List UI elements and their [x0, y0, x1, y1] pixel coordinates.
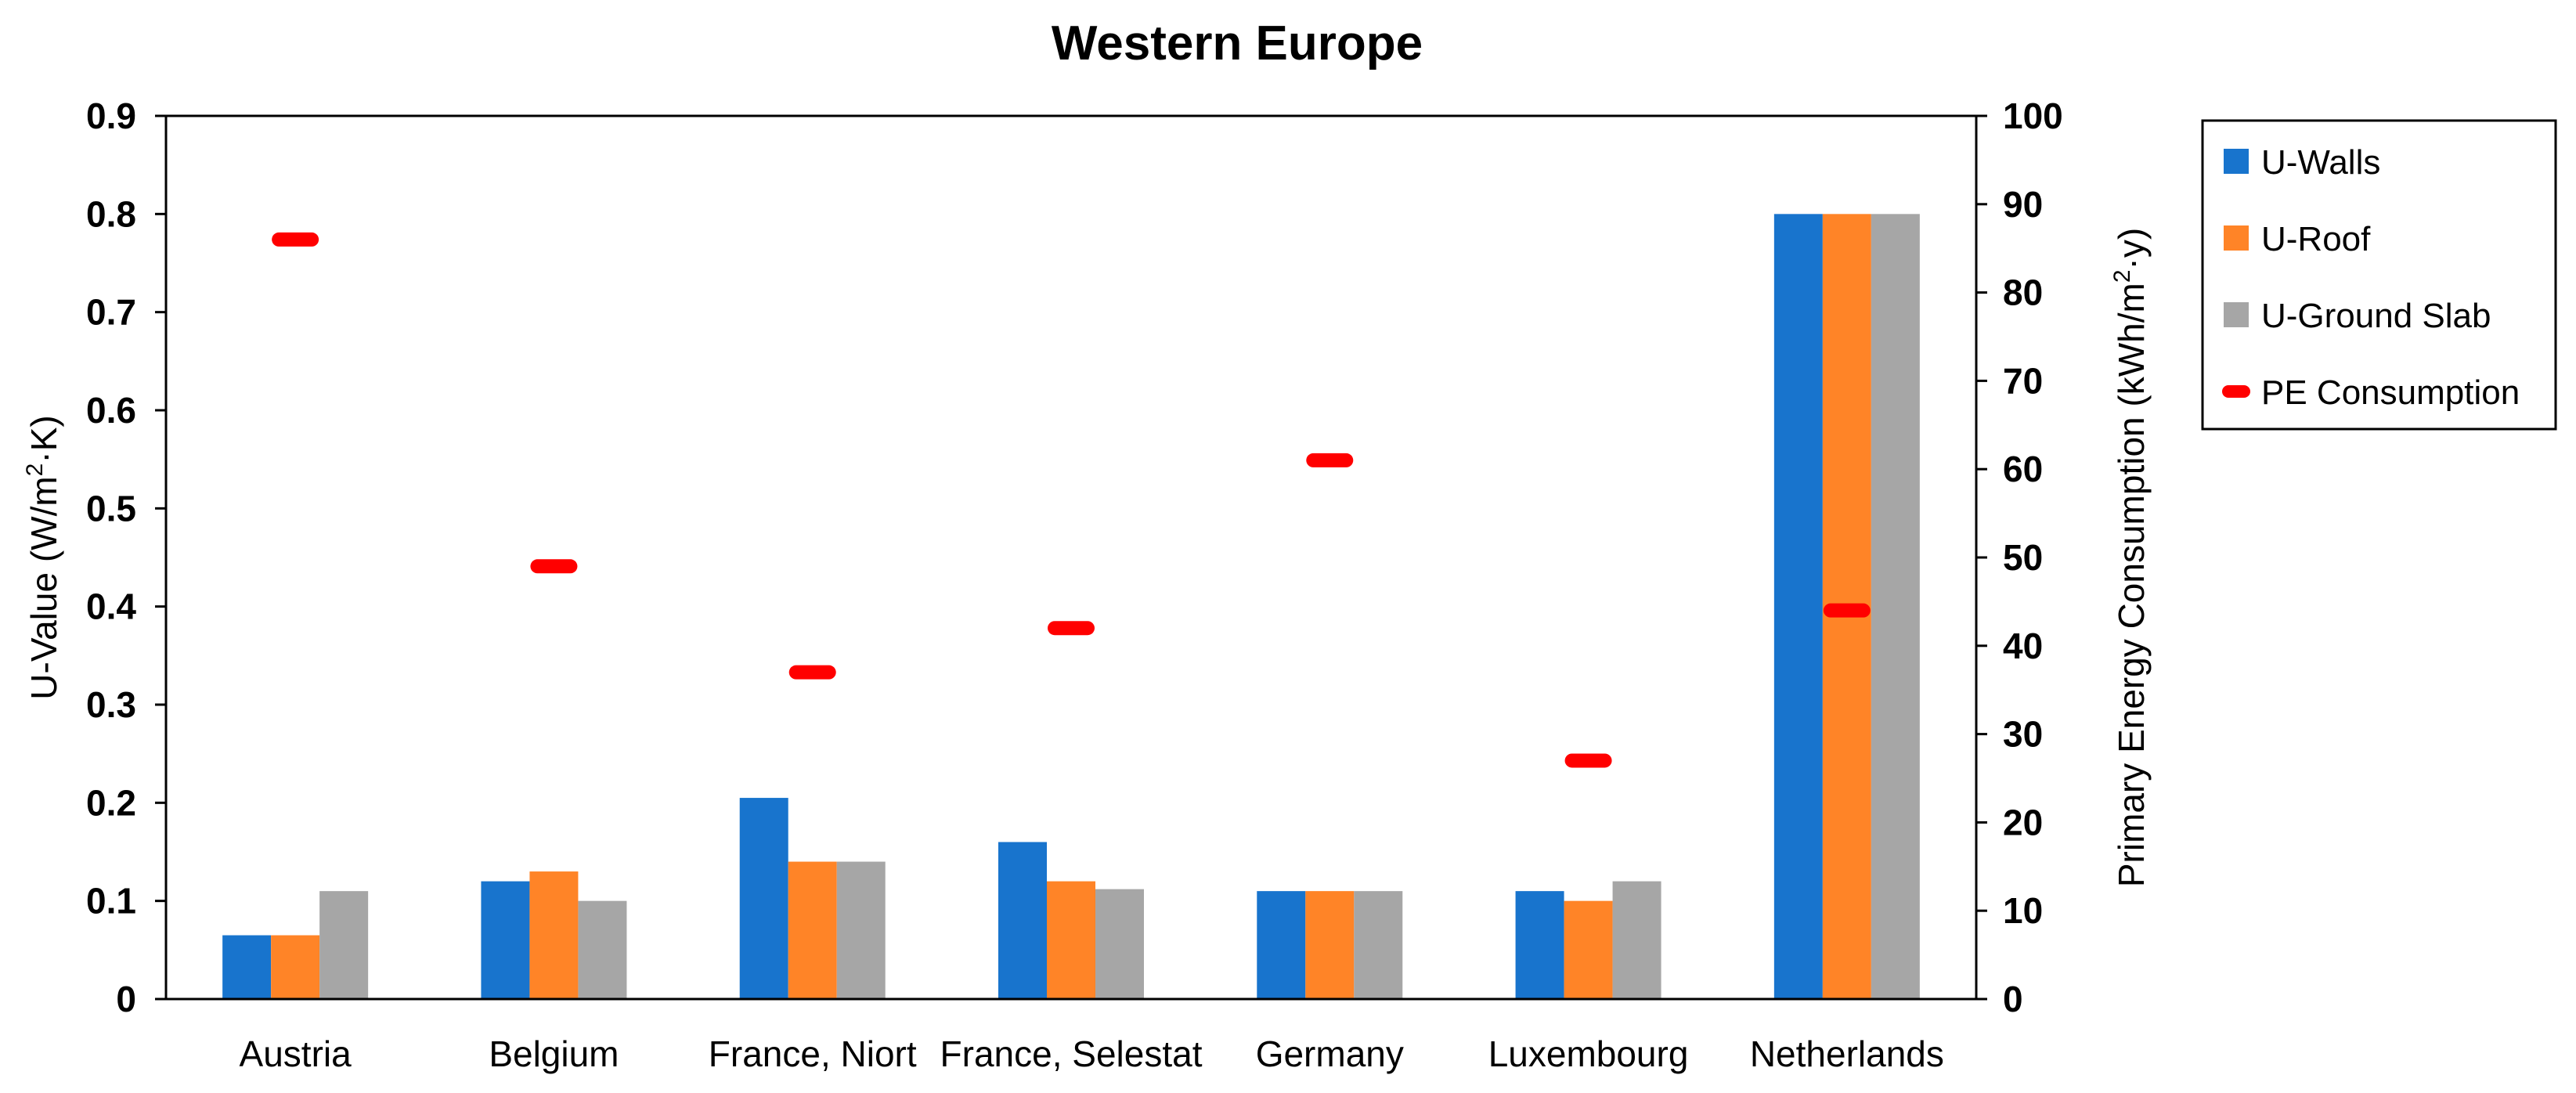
right-tick-labels: 0 10 20 30 40 50 60 70 80 90 100 — [1976, 96, 2063, 1019]
bars-layer — [222, 214, 1920, 999]
category-label: France, Niort — [709, 1033, 917, 1074]
right-tick-label: 70 — [2003, 360, 2043, 401]
category-label: Luxembourg — [1488, 1033, 1689, 1074]
legend-label-pe-consumption: PE Consumption — [2261, 373, 2520, 412]
left-tick-label: 0 — [116, 979, 136, 1019]
pe-consumption-marker — [1564, 753, 1612, 768]
bar-u-walls — [481, 881, 530, 999]
category-label: France, Selestat — [940, 1033, 1203, 1074]
bar-u-roof — [529, 871, 579, 999]
pe-consumption-marker — [1823, 603, 1871, 618]
bar-u-walls — [998, 842, 1047, 999]
right-tick-label: 0 — [2003, 979, 2023, 1019]
legend-swatch-u-walls — [2224, 149, 2249, 174]
bar-u-roof — [1305, 891, 1355, 999]
legend-box — [2201, 119, 2557, 431]
bar-u-walls — [222, 935, 272, 999]
category-label: Netherlands — [1750, 1033, 1944, 1074]
left-tick-label: 0.6 — [86, 390, 136, 431]
legend-swatch-u-roof — [2224, 225, 2249, 251]
left-tick-label: 0.3 — [86, 684, 136, 725]
bar-u-ground-slab — [1354, 891, 1403, 999]
bar-u-roof — [271, 935, 320, 999]
pe-consumption-marker — [1048, 621, 1095, 636]
legend: U-Walls U-Roof U-Ground Slab PE Consumption — [2201, 119, 2557, 431]
bar-u-walls — [1257, 891, 1306, 999]
left-tick-label: 0.7 — [86, 292, 136, 333]
legend-label-u-walls: U-Walls — [2261, 143, 2380, 182]
bar-u-ground-slab — [836, 861, 886, 999]
left-tick-label: 0.5 — [86, 488, 136, 528]
pe-consumption-marker — [272, 232, 319, 247]
left-tick-label: 0.2 — [86, 782, 136, 823]
bar-u-roof — [1564, 900, 1613, 999]
legend-swatch-pe-consumption — [2222, 385, 2250, 398]
bar-u-ground-slab — [319, 891, 369, 999]
bar-u-walls — [1515, 891, 1564, 999]
left-tick-label: 0.9 — [86, 96, 136, 136]
pe-consumption-marker — [1306, 453, 1354, 467]
right-tick-label: 90 — [2003, 184, 2043, 225]
category-label: Austria — [240, 1033, 352, 1074]
chart-title: Western Europe — [1052, 16, 1423, 70]
category-labels: Austria Belgium France, Niort France, Seles… — [240, 1033, 1944, 1074]
right-tick-label: 80 — [2003, 272, 2043, 313]
bar-u-ground-slab — [1612, 881, 1661, 999]
y-axis-right-label-suffix: ·y) — [2111, 228, 2152, 270]
right-tick-label: 30 — [2003, 714, 2043, 755]
pe-consumption-marker — [788, 665, 836, 680]
y-axis-left-label-suffix: ·K) — [23, 415, 64, 463]
bar-u-walls — [739, 798, 788, 999]
legend-swatch-u-ground-slab — [2224, 302, 2249, 327]
bar-u-ground-slab — [1095, 889, 1144, 999]
legend-label-u-roof: U-Roof — [2261, 220, 2371, 258]
right-tick-label: 50 — [2003, 537, 2043, 578]
bar-u-ground-slab — [578, 900, 627, 999]
left-tick-label: 0.8 — [86, 193, 136, 234]
left-tick-label: 0.4 — [86, 586, 136, 627]
pe-consumption-marker — [530, 559, 578, 574]
y-axis-right-label-sup: 2 — [2109, 269, 2135, 283]
y-axis-right-label-prefix: Primary Energy Consumption (kWh/m — [2111, 283, 2152, 887]
category-label: Belgium — [489, 1033, 619, 1074]
left-tick-labels: 0 0.1 0.2 0.3 0.4 0.5 0.6 0.7 0.8 0.9 — [86, 96, 166, 1019]
bar-u-ground-slab — [1871, 214, 1920, 999]
category-label: Germany — [1256, 1033, 1404, 1074]
legend-label-u-ground-slab: U-Ground Slab — [2261, 297, 2491, 335]
axes — [164, 114, 1978, 1001]
bar-u-roof — [788, 861, 837, 999]
right-tick-label: 60 — [2003, 449, 2043, 489]
right-tick-label: 100 — [2003, 96, 2063, 136]
y-axis-left-label-prefix: U-Value (W/m — [23, 476, 64, 699]
pe-markers-layer — [272, 232, 1871, 768]
bar-u-roof — [1047, 881, 1095, 999]
right-tick-label: 40 — [2003, 626, 2043, 666]
right-tick-label: 10 — [2003, 890, 2043, 931]
right-tick-label: 20 — [2003, 802, 2043, 842]
y-axis-left-label: U-Value (W/m2·K) — [22, 415, 64, 699]
bar-u-walls — [1773, 214, 1823, 999]
y-axis-right-label: Primary Energy Consumption (kWh/m2·y) — [2109, 228, 2152, 887]
y-axis-left-label-sup: 2 — [22, 464, 48, 477]
left-tick-label: 0.1 — [86, 881, 136, 922]
